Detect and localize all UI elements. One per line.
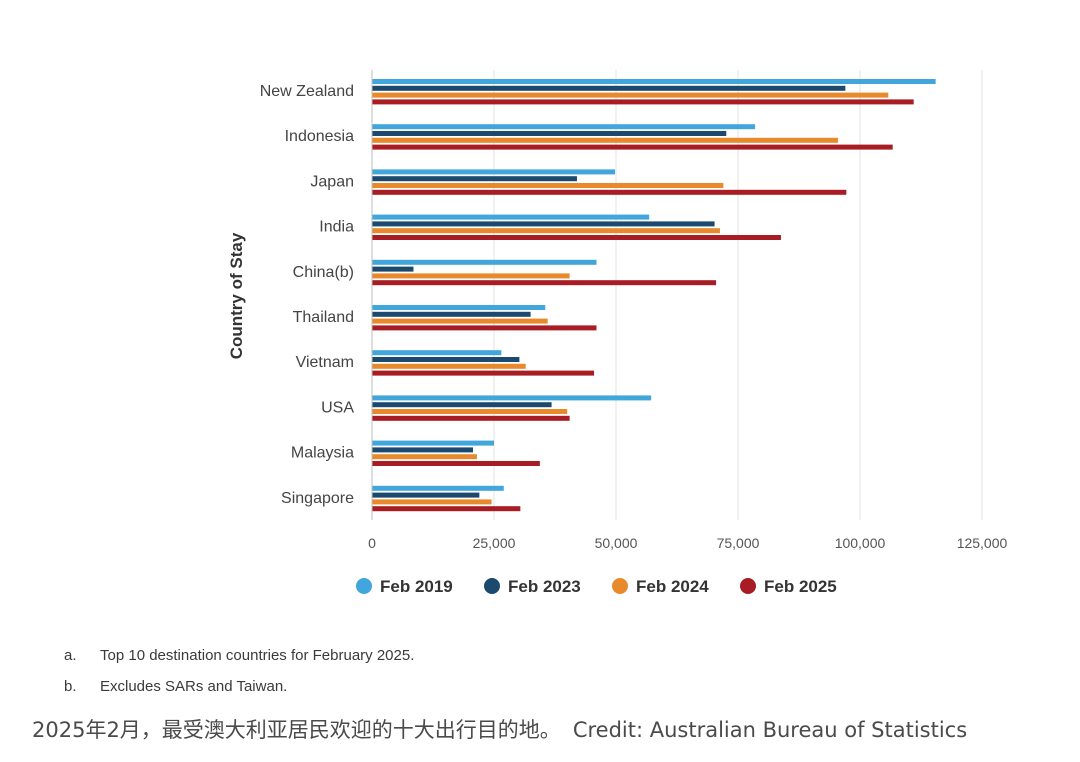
bar (372, 85, 846, 91)
footnote-b-marker: b. (64, 678, 77, 695)
footnote-a: a. Top 10 destination countries for Febru… (64, 647, 414, 664)
bar (372, 409, 568, 414)
bar (372, 305, 546, 310)
bar (372, 144, 893, 150)
footnote-a-marker: a. (64, 647, 77, 664)
bar (372, 370, 595, 376)
category-label: USA (321, 399, 354, 416)
bar (372, 176, 577, 182)
bar (372, 137, 839, 143)
bar (372, 259, 597, 265)
bar (372, 485, 504, 491)
bar (372, 228, 720, 234)
bar (372, 395, 652, 401)
category-label: Thailand (293, 309, 354, 326)
bar (372, 273, 570, 279)
legend-label: Feb 2019 (380, 577, 453, 596)
y-axis-label: Country of Stay (227, 232, 246, 359)
legend-label: Feb 2024 (636, 577, 709, 596)
category-label: Indonesia (285, 128, 354, 145)
bar (372, 461, 540, 466)
bar (372, 79, 936, 84)
category-label: Malaysia (291, 445, 354, 462)
bar (372, 325, 597, 331)
x-tick-label: 100,000 (835, 535, 886, 551)
bar (372, 189, 847, 195)
x-tick-label: 25,000 (473, 535, 516, 551)
bar (372, 280, 717, 286)
legend-label: Feb 2025 (764, 577, 837, 596)
bar (372, 183, 724, 188)
bar (372, 124, 756, 130)
bar (372, 350, 502, 356)
category-label: Singapore (281, 490, 354, 507)
legend-swatch (612, 578, 628, 594)
bar (372, 402, 552, 408)
bar (372, 357, 520, 362)
bar (372, 235, 781, 240)
bar (372, 131, 727, 136)
bar (372, 506, 521, 512)
bar (372, 363, 526, 369)
category-label: Vietnam (296, 354, 354, 371)
footnote-b-text: Excludes SARs and Taiwan. (100, 678, 288, 695)
bar (372, 440, 494, 446)
bar (372, 311, 531, 317)
x-tick-label: 125,000 (957, 535, 1008, 551)
x-tick-label: 75,000 (717, 535, 760, 551)
category-label: New Zealand (260, 83, 354, 100)
footnote-a-text: Top 10 destination countries for Februar… (100, 647, 415, 664)
bar (372, 214, 650, 220)
footnote-b: b. Excludes SARs and Taiwan. (64, 678, 287, 695)
x-tick-label: 50,000 (595, 535, 638, 551)
chart-axes: 0 25,000 50,000 75,000 100,000 125,000 New Zea… (260, 70, 1008, 551)
bar (372, 499, 492, 505)
legend-label: Feb 2023 (508, 577, 581, 596)
x-tick-label: 0 (368, 535, 376, 551)
legend-swatch (484, 578, 500, 594)
chart-gridlines (493, 70, 983, 520)
bar (372, 92, 889, 98)
bar (372, 221, 715, 227)
chart-bars (372, 79, 936, 512)
category-label: India (319, 219, 354, 236)
bar (372, 447, 474, 453)
chart-legend: Feb 2019 Feb 2023 Feb 2024 Feb 2025 (356, 577, 837, 596)
bar (372, 492, 480, 498)
legend-swatch (356, 578, 372, 594)
bar (372, 169, 616, 175)
bar (372, 454, 477, 460)
bar (372, 266, 414, 272)
legend-swatch (740, 578, 756, 594)
category-label: China(b) (293, 264, 354, 281)
caption-credit: Credit: Australian Bureau of Statistics (572, 718, 968, 742)
bar (372, 318, 548, 324)
bar (372, 415, 570, 421)
caption-text: 2025年2月，最受澳大利亚居民欢迎的十大出行目的地。 (32, 718, 561, 742)
bar (372, 99, 914, 105)
image-caption: 2025年2月，最受澳大利亚居民欢迎的十大出行目的地。 Credit: Austr… (32, 714, 967, 744)
category-label: Japan (310, 173, 354, 190)
